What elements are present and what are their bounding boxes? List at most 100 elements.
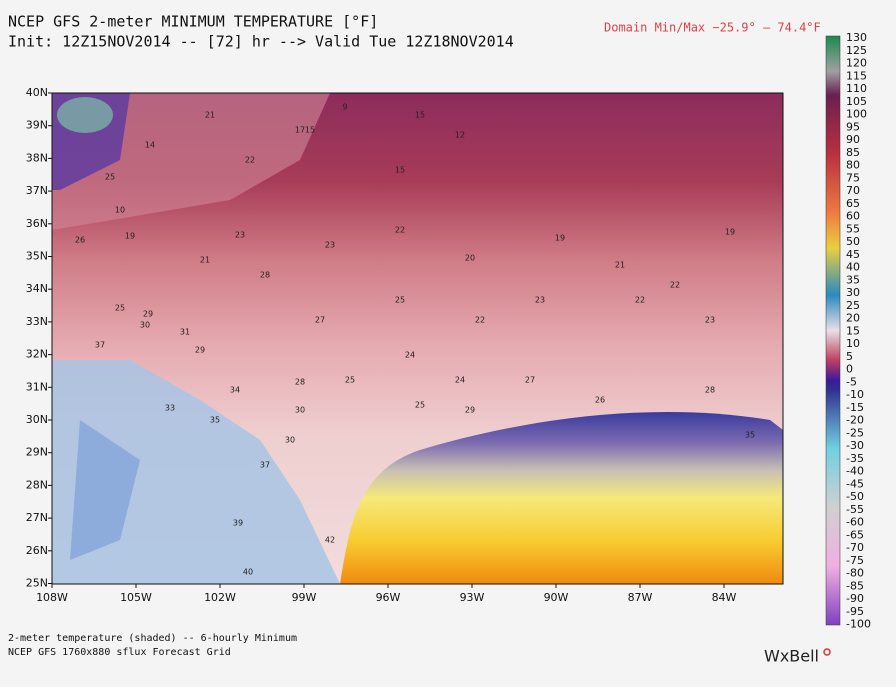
lon-label: 105W [120,591,152,604]
station-value: 29 [195,346,205,355]
station-value: 42 [325,536,335,545]
colorbar-label: 5 [846,350,853,363]
station-value: 26 [75,236,85,245]
colorbar-label: 125 [846,44,867,57]
colorbar-label: -80 [846,567,864,580]
colorbar-label: -45 [846,477,864,490]
colorbar-label: 45 [846,248,860,261]
colorbar [825,35,841,626]
colorbar-label: -90 [846,592,864,605]
colorbar-label: 25 [846,299,860,312]
station-value: 25 [105,173,115,182]
colorbar-label: -15 [846,401,864,414]
station-value: 21 [615,261,625,270]
colorbar-label: -30 [846,439,864,452]
station-value: 25 [395,296,405,305]
station-value: 40 [243,568,253,577]
station-value: 23 [235,231,245,240]
station-value: 25 [345,376,355,385]
colorbar-label: 55 [846,222,860,235]
colorbar-label: -70 [846,541,864,554]
colorbar-label: -95 [846,605,864,618]
colorbar-label: 35 [846,273,860,286]
station-value: 34 [230,386,240,395]
station-value: 22 [245,156,255,165]
lat-label: 29N [26,446,48,459]
station-value: 20 [465,254,475,263]
colorbar-label: 100 [846,108,867,121]
colorbar-label: -40 [846,465,864,478]
station-value: 24 [405,351,415,360]
lon-label: 84W [712,591,737,604]
station-value: 10 [115,206,125,215]
colorbar-label: -60 [846,516,864,529]
station-value: 37 [260,461,270,470]
station-value: 22 [395,226,405,235]
logo: WxBell [764,647,819,666]
station-value: 15 [395,166,405,175]
station-value: 28 [295,378,305,387]
init-line: Init: 12Z15NOV2014 -- [72] hr --> Valid … [8,33,514,51]
station-value: 15 [415,111,425,120]
footer-line: 2-meter temperature (shaded) -- 6-hourly… [8,633,297,644]
lat-label: 40N [26,86,48,99]
colorbar-label: 130 [846,31,867,44]
colorbar-label: -85 [846,579,864,592]
station-value: 19 [725,228,735,237]
station-value: 23 [325,241,335,250]
station-value: 35 [745,431,755,440]
lat-label: 33N [26,315,48,328]
station-value: 21 [205,111,215,120]
lon-label: 87W [628,591,653,604]
lat-label: 36N [26,217,48,230]
station-value: 15 [305,126,315,135]
station-value: 31 [180,328,190,337]
lon-label: 99W [292,591,317,604]
colorbar-label: 30 [846,286,860,299]
station-value: 27 [315,316,325,325]
colorbar-label: -75 [846,554,864,567]
station-value: 30 [295,406,305,415]
colorbar-label: -20 [846,414,864,427]
lat-label: 26N [26,544,48,557]
colorbar-label: -25 [846,426,864,439]
colorbar-label: 0 [846,363,853,376]
station-value: 22 [635,296,645,305]
station-value: 22 [475,316,485,325]
lat-label: 39N [26,119,48,132]
station-value: 30 [140,321,150,330]
colorbar-label: 120 [846,57,867,70]
domain-minmax: Domain Min/Max −25.9° — 74.4°F [604,21,821,35]
colorbar-label: 95 [846,120,860,133]
station-value: 29 [465,406,475,415]
colorbar-label: -50 [846,490,864,503]
colorbar-label: 20 [846,312,860,325]
lat-label: 34N [26,282,48,295]
station-value: 30 [285,436,295,445]
station-value: 12 [455,131,465,140]
station-value: 37 [95,341,105,350]
colorbar-label: 115 [846,69,867,82]
station-value: 21 [200,256,210,265]
colorbar-label: 105 [846,95,867,108]
station-value: 25 [115,304,125,313]
station-value: 22 [670,281,680,290]
station-value: 25 [415,401,425,410]
colorbar-label: 110 [846,82,867,95]
colorbar-label: -35 [846,452,864,465]
colorbar-label: 10 [846,337,860,350]
map-frame [51,92,784,585]
station-value: 17 [295,126,305,135]
lon-label: 108W [36,591,68,604]
station-value: 19 [555,234,565,243]
station-value: 39 [233,519,243,528]
colorbar-label: 90 [846,133,860,146]
colorbar-label: -65 [846,528,864,541]
map-shading [52,93,783,584]
colorbar-label: 50 [846,235,860,248]
colorbar-label: -55 [846,503,864,516]
lon-label: 96W [376,591,401,604]
station-value: 19 [125,232,135,241]
colorbar-label: -10 [846,388,864,401]
